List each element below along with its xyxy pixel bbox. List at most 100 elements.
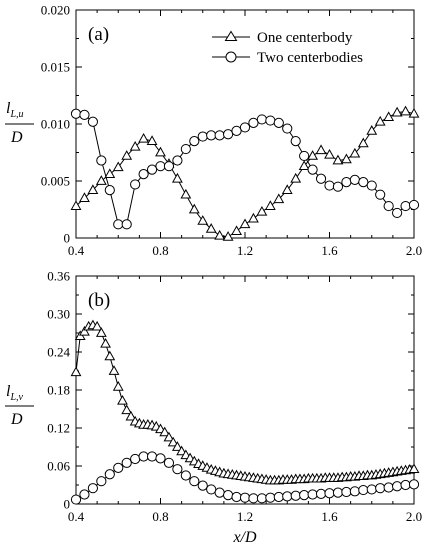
data-point-circle — [104, 469, 115, 480]
data-point-circle — [375, 189, 386, 200]
data-point-triangle — [125, 410, 137, 421]
data-point-triangle — [391, 106, 403, 117]
data-point-circle — [96, 155, 107, 166]
data-point-circle — [79, 109, 90, 120]
legend-label-two-centerbodies: Two centerbodies — [257, 50, 363, 66]
data-point-circle — [315, 488, 327, 499]
data-point-triangle — [264, 200, 276, 210]
data-point-triangle — [400, 105, 411, 116]
data-point-triangle — [167, 436, 179, 447]
data-point-circle — [96, 476, 107, 487]
panel-b-xtick-label: 0.8 — [152, 509, 168, 524]
panel-b-xtick-label: 1.2 — [237, 509, 253, 524]
data-point-circle — [155, 161, 166, 172]
panel-a: (a) One centerbody Two centerbodies lL,u… — [5, 9, 415, 239]
panel-a-xtick-label: 1.2 — [237, 243, 253, 258]
data-point-circle — [206, 130, 217, 141]
data-point-triangle — [222, 231, 234, 241]
data-point-circle — [70, 108, 82, 119]
data-point-triangle — [256, 205, 268, 216]
panel-a-xtick-label: 0.8 — [152, 243, 168, 258]
data-point-triangle — [248, 212, 259, 223]
data-point-circle — [366, 484, 377, 495]
panel-b-ytick-label: 0 — [64, 497, 71, 512]
data-point-circle — [307, 164, 318, 175]
data-point-circle — [299, 490, 310, 501]
data-point-circle — [265, 115, 276, 126]
legend-label-one-centerbody: One centerbody — [257, 30, 353, 46]
data-point-circle — [130, 453, 141, 465]
data-point-circle — [87, 116, 99, 127]
data-point-triangle — [231, 225, 242, 236]
panel-b-ytick-label: 0.30 — [47, 307, 70, 322]
panel-a-xtick-label: 0.4 — [68, 243, 85, 258]
data-point-circle — [307, 489, 318, 500]
data-point-circle — [408, 479, 420, 490]
data-point-triangle — [298, 160, 310, 171]
data-point-triangle — [112, 381, 124, 391]
data-point-circle — [189, 136, 200, 147]
data-point-triangle — [408, 463, 420, 474]
data-point-circle — [104, 185, 115, 196]
data-point-triangle — [104, 168, 116, 179]
panel-b-plot: 0.4 0.8 1.2 1.6 2.0 0 0.06 0.12 0.18 0.24 0.30 0.36 — [47, 269, 422, 525]
data-point-triangle — [205, 223, 217, 233]
data-point-circle — [392, 481, 403, 492]
data-point-circle — [408, 199, 420, 211]
data-point-circle — [400, 479, 411, 491]
data-point-circle — [248, 493, 259, 504]
panel-b-frame — [75, 275, 415, 505]
data-point-circle — [282, 491, 293, 502]
data-point-circle — [189, 476, 200, 487]
data-point-circle — [282, 123, 293, 134]
panel-b-xtick-label: 2.0 — [406, 509, 422, 524]
data-point-triangle — [112, 161, 124, 172]
data-point-circle — [121, 219, 132, 230]
data-point-triangle — [100, 337, 111, 348]
data-point-circle — [383, 482, 394, 493]
legend-triangle-marker — [224, 30, 238, 41]
data-point-circle — [138, 169, 149, 180]
data-point-circle — [383, 200, 394, 212]
data-point-triangle — [357, 137, 369, 148]
data-point-circle — [273, 491, 284, 503]
panel-a-ytick-label: 0 — [64, 231, 71, 246]
data-point-circle — [349, 174, 360, 185]
panel-b-xtick-label: 1.6 — [321, 509, 338, 524]
data-point-triangle — [214, 229, 226, 240]
data-point-triangle — [146, 135, 158, 145]
data-point-circle — [375, 483, 386, 494]
data-point-circle — [256, 114, 267, 125]
panel-b-ytick-label: 0.06 — [47, 459, 70, 474]
panel-a-xtick-label: 2.0 — [406, 243, 422, 258]
data-point-circle — [180, 470, 191, 481]
data-point-triangle — [349, 147, 361, 158]
data-point-circle — [256, 493, 267, 504]
data-point-circle — [87, 483, 99, 494]
panel-b-ytick-label: 0.18 — [47, 383, 70, 398]
data-point-circle — [341, 486, 352, 498]
panel-a-ylabel: lL,u D — [5, 100, 34, 146]
data-point-triangle — [374, 115, 386, 126]
panel-a-label: (a) — [88, 24, 109, 45]
data-point-circle — [358, 484, 369, 496]
panel-a-legend: One centerbody Two centerbodies — [212, 30, 363, 66]
data-point-triangle — [138, 132, 150, 143]
panel-b-label: (b) — [88, 290, 110, 311]
data-point-circle — [146, 164, 158, 175]
data-point-triangle — [95, 175, 107, 185]
panel-a-ylabel-main: lL,u — [6, 100, 24, 120]
data-point-circle — [299, 150, 310, 162]
data-point-triangle — [79, 192, 90, 202]
data-point-triangle — [108, 365, 120, 375]
data-point-circle — [79, 489, 90, 500]
data-point-triangle — [129, 140, 141, 151]
data-point-circle — [146, 451, 158, 462]
data-point-circle — [400, 200, 411, 212]
legend-circle-marker — [225, 51, 237, 63]
data-point-circle — [197, 131, 208, 142]
panel-b-ylabel-main: lL,v — [6, 383, 24, 403]
data-point-triangle — [307, 150, 319, 160]
data-point-circle — [231, 125, 242, 136]
